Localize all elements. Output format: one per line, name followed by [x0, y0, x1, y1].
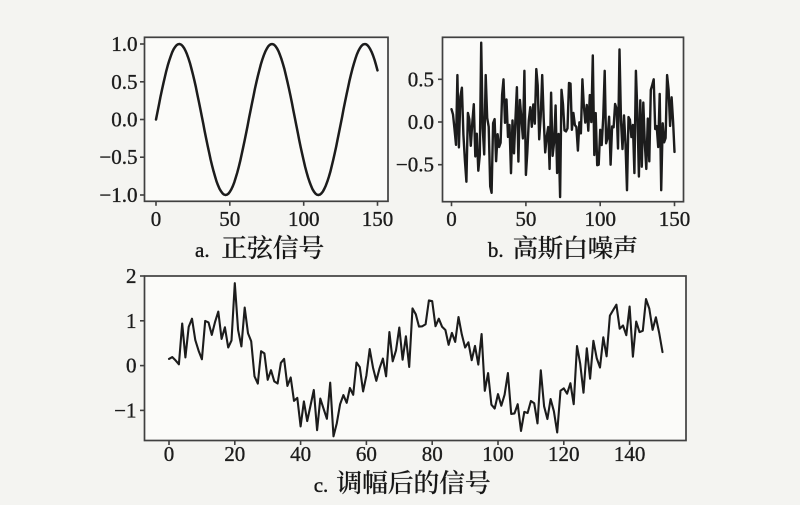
svg-text:0.0: 0.0 — [111, 108, 137, 132]
svg-text:60: 60 — [356, 442, 377, 466]
svg-text:0: 0 — [151, 207, 162, 231]
svg-text:150: 150 — [362, 207, 394, 231]
svg-text:0.5: 0.5 — [111, 70, 137, 94]
svg-text:100: 100 — [584, 207, 616, 231]
svg-text:−1.0: −1.0 — [99, 183, 137, 207]
svg-text:50: 50 — [515, 207, 536, 231]
svg-text:50: 50 — [219, 207, 240, 231]
svg-text:0: 0 — [446, 207, 457, 231]
svg-text:100: 100 — [288, 207, 320, 231]
svg-text:0.0: 0.0 — [408, 110, 434, 134]
svg-text:2: 2 — [126, 264, 137, 288]
svg-text:−0.5: −0.5 — [396, 153, 434, 177]
svg-text:40: 40 — [290, 442, 311, 466]
svg-text:−1: −1 — [114, 398, 136, 422]
svg-text:0: 0 — [126, 354, 137, 378]
svg-text:140: 140 — [614, 442, 646, 466]
svg-text:80: 80 — [422, 442, 443, 466]
svg-text:0.5: 0.5 — [408, 67, 434, 91]
svg-text:−0.5: −0.5 — [99, 145, 137, 169]
svg-text:20: 20 — [224, 442, 245, 466]
svg-text:1.0: 1.0 — [111, 32, 137, 56]
svg-text:1: 1 — [126, 309, 137, 333]
svg-text:120: 120 — [548, 442, 580, 466]
svg-text:c.: c. — [314, 473, 329, 497]
svg-text:150: 150 — [659, 207, 691, 231]
svg-text:b.: b. — [488, 238, 504, 262]
svg-text:a.: a. — [195, 238, 210, 262]
svg-text:0: 0 — [164, 442, 175, 466]
svg-text:100: 100 — [482, 442, 514, 466]
